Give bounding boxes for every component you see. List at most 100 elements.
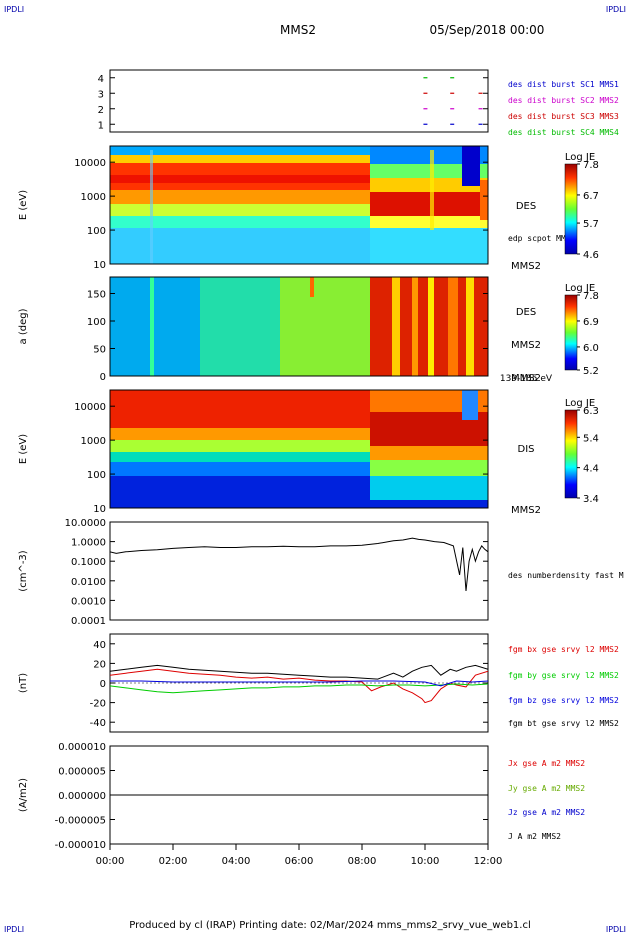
colorbar-tick-label: 4.4	[583, 464, 599, 475]
colorbar	[564, 409, 578, 499]
y-tick-label: 0.1000	[71, 557, 106, 568]
spectrogram-band	[110, 428, 370, 442]
colorbar-tick-label: 5.4	[583, 433, 599, 444]
colorbar-tick-label: 6.7	[583, 191, 599, 202]
spectrogram-band	[392, 277, 400, 376]
series-line	[110, 680, 488, 687]
legend-entry: Jx gse A m2 MMS2	[508, 759, 585, 768]
spectrogram-band	[370, 216, 488, 230]
time-axis: 00:00 02:00 04:00 06:00 08:00 10:00 12:00	[96, 844, 503, 867]
y-tick-label: 100	[87, 226, 106, 237]
spectrogram-band	[150, 150, 153, 264]
x-tick-label: 04:00	[222, 856, 251, 867]
y-tick-label: 0	[100, 372, 106, 383]
spectrogram-band	[110, 462, 370, 476]
spectrogram-band	[428, 277, 434, 376]
panel-des-energy: 10000 1000 100 10 E (eV) DES MMS2 edp scpot MMS…	[18, 145, 599, 272]
spectrogram-band	[462, 390, 478, 420]
y-tick-label: 1000	[81, 436, 106, 447]
spectrogram-band	[150, 277, 154, 376]
y-axis-label: (A/m2)	[18, 778, 29, 812]
y-tick-label: 0.0001	[71, 616, 106, 627]
y-axis-label: a (deg)	[18, 308, 29, 344]
panel-frame	[109, 389, 489, 509]
spectrogram-band	[462, 146, 480, 186]
colorbar-title: Log JE	[565, 283, 595, 294]
y-tick-label: 10	[93, 504, 106, 515]
y-tick-label: 10.0000	[65, 518, 106, 529]
x-tick-label: 02:00	[159, 856, 188, 867]
colorbar-tick-label: 6.0	[583, 343, 599, 354]
spectrogram-band	[110, 190, 370, 206]
y-tick-label: 10000	[74, 158, 106, 169]
series-line	[110, 537, 488, 592]
spectrogram-band	[370, 228, 488, 264]
spacecraft-label: MMS2	[511, 261, 541, 272]
colorbar-tick-label: 7.8	[583, 291, 599, 302]
spectrogram-band	[370, 476, 488, 500]
y-tick-label: 1.0000	[71, 538, 106, 549]
y-tick-label: 1	[98, 120, 104, 131]
x-tick-label: 12:00	[474, 856, 503, 867]
spectrogram-band	[370, 164, 488, 180]
spectrogram-band	[110, 452, 370, 464]
legend-entry: fgm bt gse srvy l2 MMS2	[508, 719, 619, 728]
colorbar	[564, 163, 578, 255]
spectrogram-band	[310, 277, 314, 297]
y-tick-label: 0.000000	[58, 791, 106, 802]
spectrogram-band	[370, 460, 488, 478]
panel-frame	[109, 145, 489, 265]
colorbar	[564, 294, 578, 371]
y-tick-label: 1000	[81, 192, 106, 203]
y-tick-label: -0.000005	[55, 816, 106, 827]
y-tick-label: 100	[87, 470, 106, 481]
y-tick-label: 4	[98, 74, 104, 85]
y-tick-label: 3	[98, 89, 104, 100]
colorbar-tick-label: 6.9	[583, 317, 599, 328]
energy-range-label: 139-185 eV	[500, 374, 553, 384]
spectrogram-band	[370, 446, 488, 462]
y-tick-label: 10	[93, 260, 106, 271]
footer-credit: Produced by cl (IRAP) Printing date: 02/…	[129, 920, 530, 931]
panel-density: 10.0000 1.0000 0.1000 0.0100 0.0010 0.0001 (cm…	[18, 518, 624, 627]
panel-frame	[109, 521, 489, 621]
legend-entry: Jy gse A m2 MMS2	[508, 784, 585, 793]
y-tick-label: 20	[93, 659, 106, 670]
date-label: 05/Sep/2018 00:00	[430, 23, 545, 37]
colorbar-title: Log JE	[565, 398, 595, 409]
spectrogram-band	[280, 277, 370, 376]
y-axis-label: (cm^-3)	[18, 550, 29, 591]
y-tick-label: 40	[93, 640, 106, 651]
corner-mark-top-right: IPDLI	[606, 5, 626, 14]
spacecraft-label: MMS2	[511, 505, 541, 516]
colorbar-tick-label: 4.6	[583, 250, 599, 261]
spectrogram-band	[430, 150, 434, 230]
legend-entry: des dist burst SC4 MMS4	[508, 128, 619, 137]
spectrogram-band	[370, 178, 488, 194]
legend-entry: fgm bx gse srvy l2 MMS2	[508, 645, 619, 654]
x-tick-label: 10:00	[411, 856, 440, 867]
spectrogram-band	[110, 390, 370, 430]
page-title: MMS2	[280, 23, 316, 37]
spectrogram-band	[110, 440, 370, 454]
spectrogram-band	[110, 175, 370, 183]
y-tick-label: -0.000010	[55, 840, 106, 851]
spectrogram-band	[412, 277, 418, 376]
corner-mark-bottom-right: IPDLI	[606, 925, 626, 934]
panel-burst: 4 3 2 1 des dist burst SC1 MMS1 des dist bur…	[98, 69, 619, 137]
series-line	[110, 683, 488, 694]
series-line	[110, 664, 488, 680]
panel-dis-energy: 10000 1000 100 10 E (eV) DIS MMS2 Log JE6.3 5.4…	[18, 389, 599, 516]
colorbar-tick-label: 5.7	[583, 219, 599, 230]
x-tick-label: 08:00	[348, 856, 377, 867]
y-tick-label: 50	[93, 345, 106, 356]
corner-mark-bottom-left: IPDLI	[4, 925, 24, 934]
corner-mark-top-left: IPDLI	[4, 5, 24, 14]
spectrogram-band	[370, 192, 488, 218]
colorbar-tick-label: 6.3	[583, 406, 599, 417]
x-tick-label: 00:00	[96, 856, 125, 867]
colorbar-tick-label: 5.2	[583, 366, 599, 377]
y-axis-label: E (eV)	[18, 190, 29, 220]
